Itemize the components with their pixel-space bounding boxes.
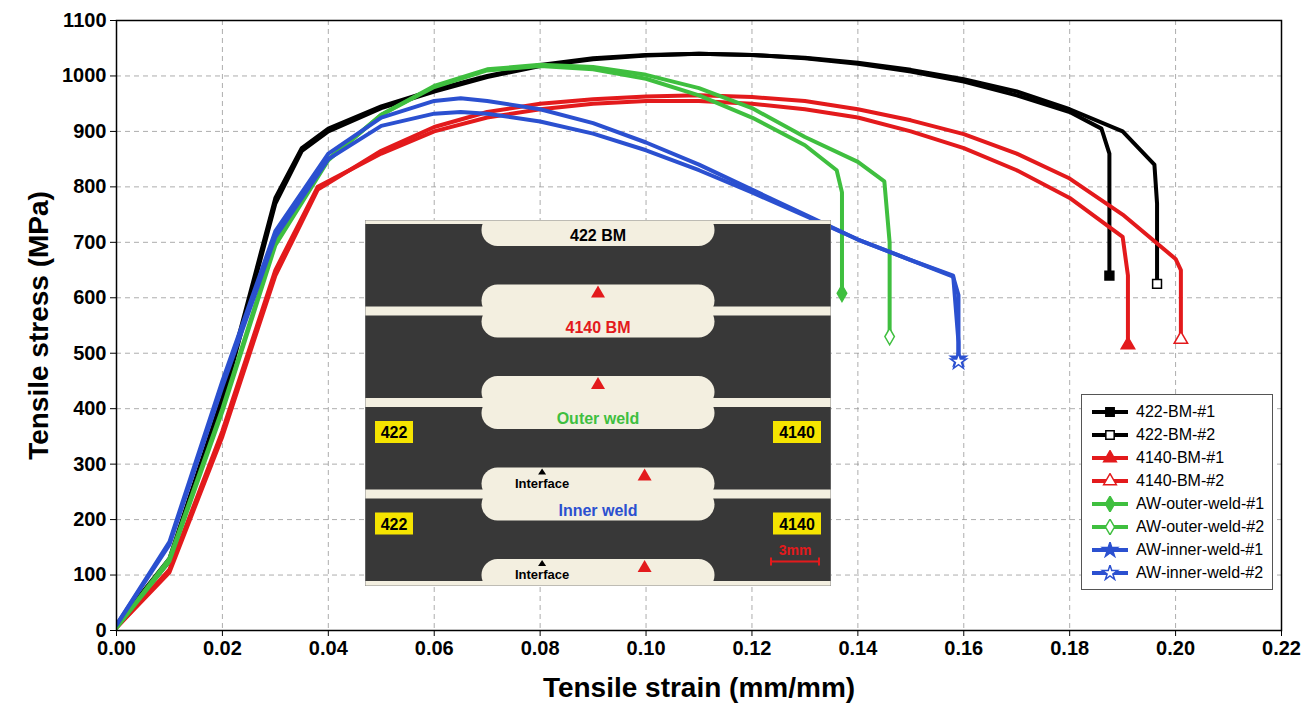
svg-text:Inner weld: Inner weld xyxy=(558,502,637,519)
svg-text:3mm: 3mm xyxy=(779,542,812,558)
svg-text:100: 100 xyxy=(73,563,106,585)
svg-text:422 BM: 422 BM xyxy=(570,227,626,244)
html-text:AW-outer-weld-#2: AW-outer-weld-#2 xyxy=(1136,517,1264,535)
svg-text:4140 BM: 4140 BM xyxy=(566,319,631,336)
html-text:422-BM-#2: 422-BM-#2 xyxy=(1136,425,1216,443)
svg-text:0.20: 0.20 xyxy=(1156,637,1195,659)
svg-text:200: 200 xyxy=(73,508,106,530)
svg-text:422: 422 xyxy=(381,516,408,533)
svg-text:Interface: Interface xyxy=(515,476,569,491)
svg-text:4140: 4140 xyxy=(779,516,815,533)
svg-text:0.02: 0.02 xyxy=(203,637,242,659)
svg-text:0.04: 0.04 xyxy=(309,637,349,659)
svg-text:1100: 1100 xyxy=(63,9,106,31)
svg-text:1000: 1000 xyxy=(62,64,107,86)
svg-text:0.08: 0.08 xyxy=(521,637,560,659)
svg-text:700: 700 xyxy=(73,231,106,253)
html-text:4140-BM-#1: 4140-BM-#1 xyxy=(1136,448,1224,466)
svg-text:0.22: 0.22 xyxy=(1262,637,1301,659)
svg-text:0.18: 0.18 xyxy=(1050,637,1089,659)
svg-text:800: 800 xyxy=(73,175,106,197)
svg-text:600: 600 xyxy=(73,286,106,308)
html-text:422-BM-#1: 422-BM-#1 xyxy=(1136,402,1216,420)
svg-text:900: 900 xyxy=(73,120,106,142)
svg-text:0.06: 0.06 xyxy=(415,637,454,659)
html-text:AW-outer-weld-#1: AW-outer-weld-#1 xyxy=(1136,494,1264,512)
svg-text:4140: 4140 xyxy=(779,424,815,441)
svg-text:0.12: 0.12 xyxy=(732,637,771,659)
svg-text:500: 500 xyxy=(73,342,106,364)
html-text:AW-inner-weld-#1: AW-inner-weld-#1 xyxy=(1136,540,1264,558)
svg-text:0.10: 0.10 xyxy=(627,637,666,659)
svg-text:Tensile stress (MPa): Tensile stress (MPa) xyxy=(23,191,54,460)
svg-text:300: 300 xyxy=(73,453,106,475)
svg-text:422: 422 xyxy=(381,424,408,441)
html-text:4140-BM-#2: 4140-BM-#2 xyxy=(1136,471,1224,489)
svg-text:0.16: 0.16 xyxy=(944,637,983,659)
svg-text:400: 400 xyxy=(73,397,106,419)
svg-text:Tensile strain (mm/mm): Tensile strain (mm/mm) xyxy=(543,672,855,703)
svg-text:Outer weld: Outer weld xyxy=(557,410,640,427)
svg-text:0: 0 xyxy=(95,618,107,641)
svg-text:Interface: Interface xyxy=(515,567,569,582)
svg-text:0.14: 0.14 xyxy=(838,637,878,659)
html-text:AW-inner-weld-#2: AW-inner-weld-#2 xyxy=(1136,563,1264,581)
svg-text:0.00: 0.00 xyxy=(97,637,136,659)
